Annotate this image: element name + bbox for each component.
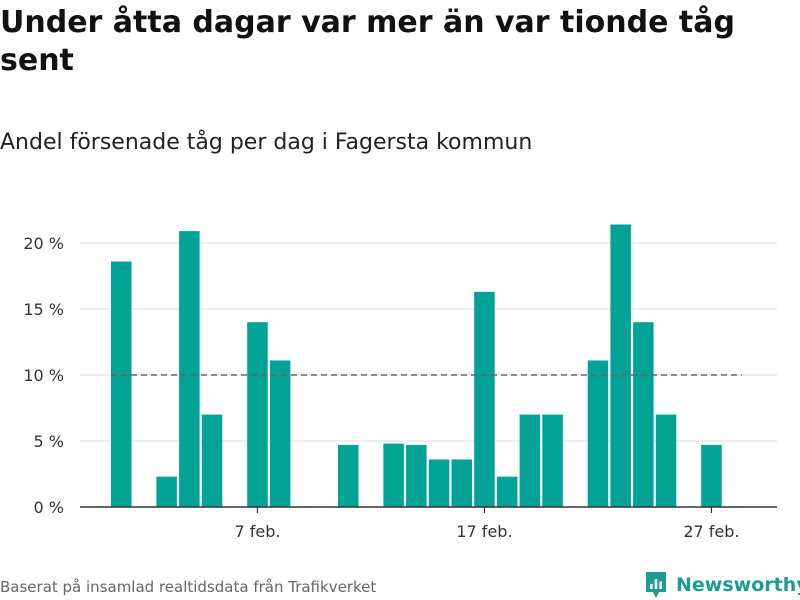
- bar: [338, 444, 359, 507]
- y-tick-label: 0 %: [34, 498, 64, 517]
- chart-subtitle: Andel försenade tåg per dag i Fagersta k…: [0, 130, 533, 155]
- bars: [111, 224, 722, 507]
- y-tick-label: 20 %: [23, 234, 64, 253]
- bar: [201, 414, 223, 507]
- y-axis-labels: 0 % 5 % 10 % 15 % 20 %: [23, 234, 64, 517]
- bar: [519, 414, 541, 507]
- source-note: Baserat på insamlad realtidsdata från Tr…: [0, 578, 377, 596]
- y-tick-label: 10 %: [23, 366, 64, 385]
- bar: [269, 360, 291, 507]
- bar: [179, 231, 200, 507]
- bar: [610, 224, 631, 507]
- bar-chart-logo-icon: [646, 572, 666, 598]
- bar: [655, 414, 677, 507]
- brand-logo: Newsworthy: [644, 570, 800, 600]
- bar: [633, 322, 654, 507]
- y-tick-label: 5 %: [34, 432, 64, 451]
- bar: [451, 459, 472, 507]
- bar: [247, 322, 268, 507]
- bar: [406, 444, 427, 507]
- x-axis: 7 feb. 17 feb. 27 feb.: [80, 506, 777, 541]
- bar: [542, 414, 563, 507]
- brand-name: Newsworthy: [676, 574, 800, 596]
- bar: [111, 261, 132, 507]
- bar: [496, 476, 518, 507]
- bar: [474, 291, 495, 507]
- x-tick-label: 17 feb.: [456, 522, 512, 541]
- bar: [383, 443, 404, 507]
- bar: [587, 360, 609, 507]
- y-tick-label: 15 %: [23, 300, 64, 319]
- bar-chart: 0 % 5 % 10 % 15 % 20 % 7 feb. 17 feb. 27 feb.: [23, 224, 777, 541]
- bar: [156, 476, 177, 507]
- bar: [428, 459, 450, 507]
- bar: [701, 444, 722, 507]
- x-tick-label: 27 feb.: [683, 522, 739, 541]
- chart-title: Under åtta dagar var mer än var tionde t…: [0, 5, 735, 78]
- x-tick-label: 7 feb.: [234, 522, 280, 541]
